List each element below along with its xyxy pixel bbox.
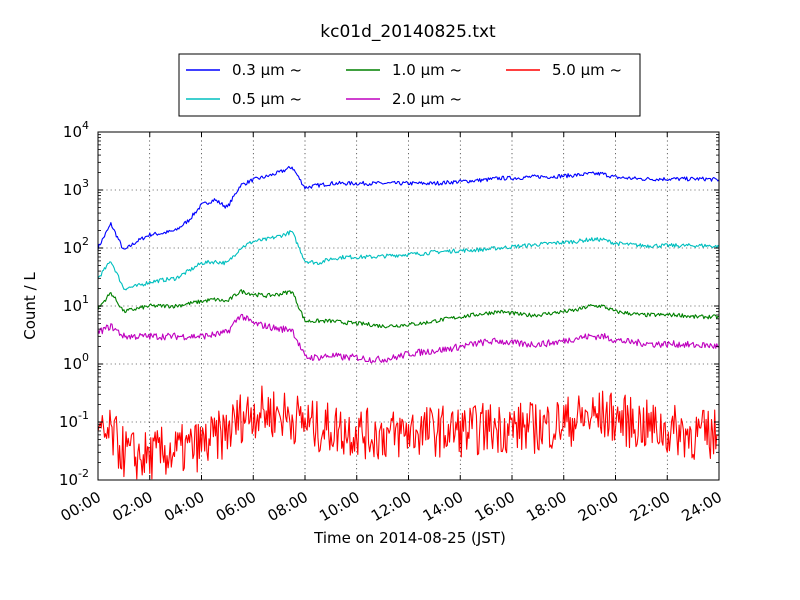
y-tick-label: 10-2: [59, 467, 89, 489]
legend-label: 0.3 μm ~: [232, 61, 302, 79]
chart-title: kc01d_20140825.txt: [320, 22, 496, 42]
series-line: [97, 313, 720, 364]
series-line: [97, 230, 720, 291]
y-tick-label: 103: [63, 177, 89, 199]
x-tick-label: 04:00: [161, 488, 207, 525]
legend-label: 0.5 μm ~: [232, 90, 302, 108]
x-axis-label: Time on 2014-08-25 (JST): [313, 529, 506, 547]
y-axis-label: Count / L: [21, 272, 39, 340]
x-tick-label: 20:00: [575, 488, 621, 525]
x-tick-label: 08:00: [265, 488, 311, 525]
x-tick-label: 00:00: [58, 488, 104, 525]
x-tick-label: 12:00: [368, 488, 414, 525]
series-lines: [97, 165, 720, 480]
y-tick-label: 104: [63, 119, 89, 141]
x-tick-label: 18:00: [523, 488, 569, 525]
legend-label: 5.0 μm ~: [552, 61, 622, 79]
legend-label: 1.0 μm ~: [392, 61, 462, 79]
legend-label: 2.0 μm ~: [392, 90, 462, 108]
y-tick-label: 102: [63, 235, 89, 257]
plot-frame: [97, 131, 720, 481]
y-ticks: 10-2 10-1 100 101 102 103 104: [59, 119, 719, 489]
series-line: [97, 385, 720, 480]
x-tick-label: 14:00: [420, 488, 466, 525]
x-tick-label: 02:00: [109, 488, 155, 525]
series-line: [97, 289, 720, 329]
legend: 0.3 μm ~ 0.5 μm ~ 1.0 μm ~ 2.0 μm ~ 5.0 μm ~: [178, 53, 641, 117]
x-tick-label: 06:00: [213, 488, 259, 525]
x-tick-label: 16:00: [472, 488, 518, 525]
legend-frame: [178, 53, 641, 117]
x-tick-label: 10:00: [316, 488, 362, 525]
y-tick-label: 101: [63, 293, 89, 315]
y-tick-label: 100: [63, 351, 89, 373]
series-line: [97, 165, 720, 251]
x-tick-label: 24:00: [679, 488, 725, 525]
x-ticks: 00:00 02:00 04:00 06:00 08:00 10:00 12:00 14:00…: [58, 132, 725, 525]
y-tick-label: 10-1: [59, 409, 89, 431]
x-tick-label: 22:00: [627, 488, 673, 525]
